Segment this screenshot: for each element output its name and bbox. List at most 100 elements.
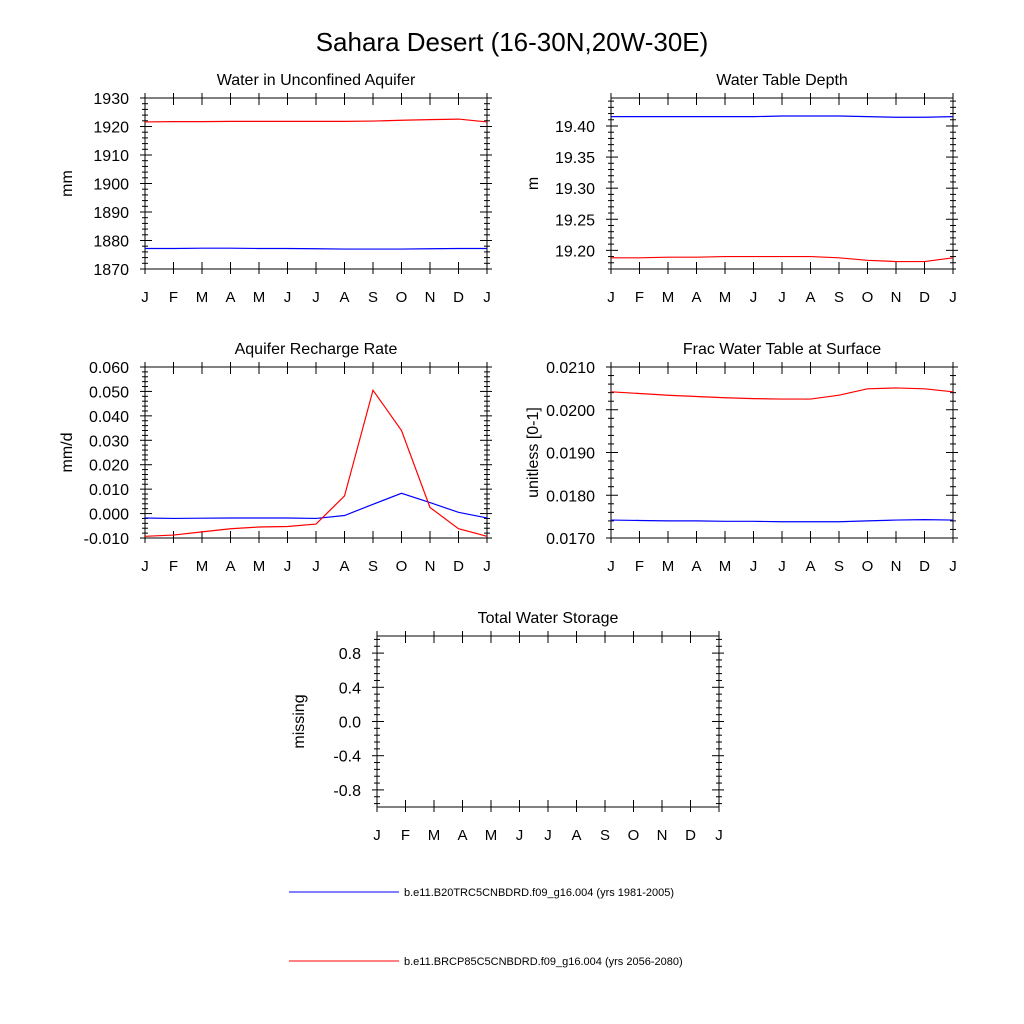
- x-tick-label: J: [141, 558, 149, 575]
- x-tick-label: A: [691, 289, 701, 306]
- x-tick-label: O: [396, 558, 408, 575]
- plot-frame: [144, 97, 488, 270]
- legend: b.e11.B20TRC5CNBDRD.f09_g16.004 (yrs 198…: [289, 887, 683, 968]
- x-tick-label: A: [339, 289, 349, 306]
- y-tick-label: 1870: [93, 262, 129, 279]
- x-tick-label: J: [607, 558, 615, 575]
- chart-title: Frac Water Table at Surface: [683, 341, 881, 358]
- y-axis-label: mm/d: [59, 433, 76, 473]
- y-tick-label: 0.0170: [546, 531, 595, 548]
- series-line-1: [144, 492, 488, 520]
- y-tick-label: 1880: [93, 234, 129, 251]
- series-line-2: [610, 387, 954, 400]
- x-tick-label: S: [600, 827, 610, 844]
- x-tick-label: F: [635, 289, 644, 306]
- y-tick-label: 0.0: [339, 715, 361, 732]
- x-tick-label: F: [635, 558, 644, 575]
- x-tick-label: A: [339, 558, 349, 575]
- x-tick-label: J: [312, 289, 320, 306]
- x-tick-label: J: [544, 827, 552, 844]
- x-tick-label: D: [685, 827, 696, 844]
- x-tick-label: N: [657, 827, 668, 844]
- x-tick-label: F: [169, 289, 178, 306]
- x-tick-label: J: [778, 558, 786, 575]
- y-tick-label: 1920: [93, 120, 129, 137]
- chart-title: Water in Unconfined Aquifer: [217, 72, 416, 89]
- x-tick-label: F: [401, 827, 410, 844]
- x-tick-label: N: [891, 558, 902, 575]
- x-tick-label: M: [196, 289, 209, 306]
- x-tick-label: A: [805, 558, 815, 575]
- plot-frame: [610, 366, 954, 539]
- y-tick-label: 0.0210: [546, 360, 595, 377]
- x-tick-label: M: [196, 558, 209, 575]
- legend-label-series-1: b.e11.B20TRC5CNBDRD.f09_g16.004 (yrs 198…: [404, 887, 674, 899]
- figure-title: Sahara Desert (16-30N,20W-30E): [316, 27, 709, 57]
- x-tick-label: J: [949, 289, 957, 306]
- x-tick-label: A: [691, 558, 701, 575]
- x-tick-label: N: [891, 289, 902, 306]
- x-tick-label: A: [571, 827, 581, 844]
- x-tick-label: J: [715, 827, 723, 844]
- series-line-1: [610, 519, 954, 523]
- x-tick-label: M: [485, 827, 498, 844]
- y-tick-label: 0.0190: [546, 446, 595, 463]
- x-tick-label: S: [368, 289, 378, 306]
- x-tick-label: S: [834, 558, 844, 575]
- x-tick-label: A: [225, 558, 235, 575]
- y-tick-label: 19.40: [555, 119, 595, 136]
- chart-panel-4: Frac Water Table at Surface unitless [0-1…: [525, 341, 958, 575]
- x-tick-label: M: [719, 558, 732, 575]
- y-tick-label: 0.0180: [546, 488, 595, 505]
- x-tick-label: M: [719, 289, 732, 306]
- x-tick-label: M: [253, 289, 266, 306]
- x-tick-label: D: [453, 289, 464, 306]
- y-tick-label: 0.8: [339, 646, 361, 663]
- x-tick-label: S: [834, 289, 844, 306]
- y-tick-label: 19.20: [555, 243, 595, 260]
- y-axis-label: mm: [59, 170, 76, 197]
- x-tick-label: J: [750, 558, 758, 575]
- x-tick-label: O: [862, 558, 874, 575]
- y-tick-label: 1930: [93, 91, 129, 108]
- x-tick-label: M: [662, 289, 675, 306]
- series-line-2: [611, 255, 954, 263]
- series-line-1: [145, 247, 487, 250]
- y-tick-label: -0.010: [84, 531, 129, 548]
- x-tick-label: N: [425, 558, 436, 575]
- x-tick-label: F: [169, 558, 178, 575]
- y-tick-label: 19.30: [555, 181, 595, 198]
- y-tick-label: 1910: [93, 148, 129, 165]
- x-tick-label: M: [428, 827, 441, 844]
- x-tick-label: J: [141, 289, 149, 306]
- x-tick-label: D: [453, 558, 464, 575]
- plot-frame: [610, 97, 954, 270]
- series-line-2: [144, 388, 488, 537]
- chart-title: Aquifer Recharge Rate: [235, 341, 398, 358]
- x-tick-label: A: [805, 289, 815, 306]
- x-tick-label: J: [483, 289, 491, 306]
- x-tick-label: A: [225, 289, 235, 306]
- y-tick-label: 0.0200: [546, 403, 595, 420]
- x-tick-label: J: [284, 558, 292, 575]
- y-axis-label: unitless [0-1]: [525, 407, 542, 498]
- y-tick-label: 0.050: [89, 384, 129, 401]
- y-tick-label: -0.4: [333, 749, 361, 766]
- x-tick-label: M: [253, 558, 266, 575]
- x-tick-label: J: [607, 289, 615, 306]
- x-tick-label: M: [662, 558, 675, 575]
- y-axis-label: m: [525, 177, 542, 190]
- x-tick-label: J: [312, 558, 320, 575]
- y-tick-label: 1900: [93, 177, 129, 194]
- plot-frame: [376, 635, 720, 808]
- y-tick-label: 0.030: [89, 433, 129, 450]
- legend-label-series-2: b.e11.BRCP85C5CNBDRD.f09_g16.004 (yrs 20…: [404, 956, 683, 968]
- x-tick-label: D: [919, 558, 930, 575]
- x-tick-label: N: [425, 289, 436, 306]
- x-tick-label: J: [778, 289, 786, 306]
- x-tick-label: O: [862, 289, 874, 306]
- y-tick-label: 0.010: [89, 482, 129, 499]
